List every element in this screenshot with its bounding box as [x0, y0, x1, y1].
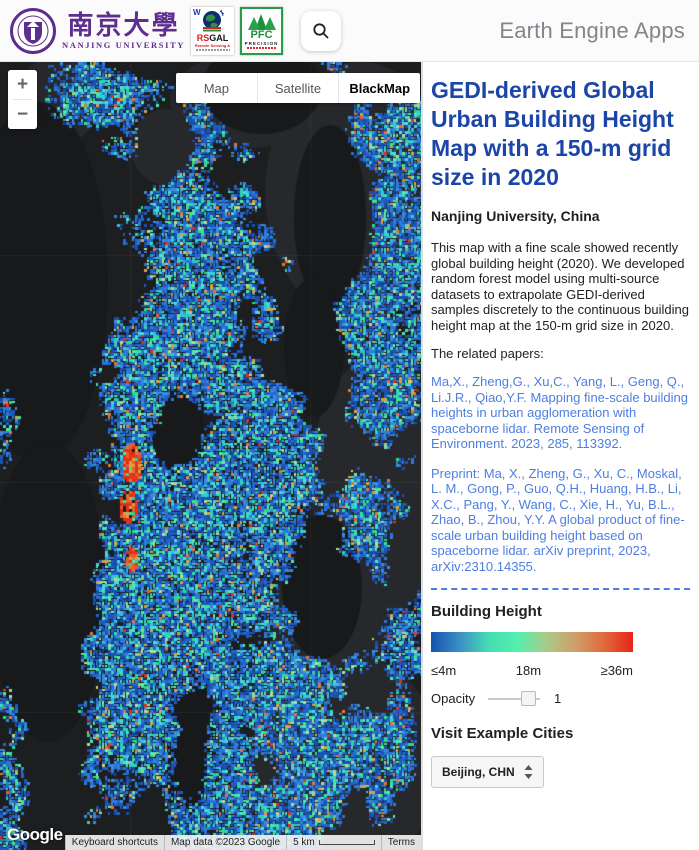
- cities-heading: Visit Example Cities: [431, 725, 574, 742]
- pfc-fineprint-bar: [246, 46, 277, 49]
- rsgal-wordmark: RSGAL: [197, 33, 229, 43]
- scale-control: 5 km: [286, 835, 381, 850]
- search-icon: [313, 22, 329, 39]
- side-panel: GEDI-derived Global Urban Building Heigh…: [421, 62, 699, 850]
- description-text: This map with a fine scale showed recent…: [431, 240, 689, 333]
- rsgal-fineprint-bar: [195, 48, 230, 51]
- google-logo: Google: [7, 825, 63, 844]
- nju-wordmark: 南京大學 NANJING UNIVERSITY: [62, 10, 186, 50]
- map-type-satellite-button[interactable]: Satellite: [257, 73, 340, 103]
- map-viewport[interactable]: + − Map Satellite BlackMap Google Keyboa…: [0, 62, 421, 850]
- rsgal-gal: GAL: [209, 32, 229, 43]
- logo-group: 南京大學 NANJING UNIVERSITY W RSGAL Remote S…: [10, 6, 284, 55]
- pfc-wordmark: PFC: [250, 28, 273, 41]
- paper-link-2[interactable]: Preprint: Ma, X., Zheng, G., Xu, C., Mos…: [431, 465, 685, 574]
- map-type-map-button[interactable]: Map: [176, 73, 258, 103]
- zoom-out-button[interactable]: −: [8, 100, 37, 129]
- keyboard-shortcuts-button[interactable]: Keyboard shortcuts: [64, 835, 164, 850]
- pfc-subtitle: PRECISION: [244, 40, 279, 46]
- rsgal-logo: W RSGAL Remote Sensing &: [191, 6, 235, 55]
- opacity-value: 1: [554, 691, 562, 706]
- map-type-blackmap-button[interactable]: BlackMap: [339, 73, 420, 103]
- map-zoom-control: + −: [8, 70, 37, 129]
- rsgal-globe-icon: [202, 9, 224, 31]
- map-attribution-bar: Keyboard shortcuts Map data ©2023 Google…: [64, 835, 421, 850]
- legend-min-label: ≤4m: [431, 663, 457, 678]
- opacity-control: Opacity 1: [431, 690, 690, 706]
- nanjing-university-logo: 南京大學 NANJING UNIVERSITY: [10, 7, 186, 54]
- earth-engine-apps-brand: Earth Engine Apps: [499, 17, 685, 43]
- opacity-slider[interactable]: [488, 690, 540, 706]
- legend-heading: Building Height: [431, 603, 542, 620]
- opacity-slider-thumb[interactable]: [521, 690, 536, 706]
- city-select[interactable]: Beijing, CHN: [431, 756, 544, 788]
- pfc-trees-icon: [247, 13, 276, 30]
- map-canvas[interactable]: [0, 62, 421, 850]
- pfc-logo: PFC PRECISION: [240, 6, 284, 55]
- related-papers-label: The related papers:: [431, 346, 544, 361]
- scale-label: 5 km: [293, 837, 315, 848]
- dashed-divider: [431, 588, 690, 590]
- search-button[interactable]: [301, 10, 342, 51]
- nju-seal-icon: [10, 7, 56, 54]
- legend-mid-label: 18m: [515, 663, 542, 678]
- paper-link-1[interactable]: Ma,X., Zheng,G., Xu,C., Yang, L., Geng, …: [431, 374, 689, 451]
- map-data-attribution: Map data ©2023 Google: [163, 835, 287, 850]
- rsgal-rs: RS: [196, 32, 210, 43]
- zoom-in-button[interactable]: +: [8, 70, 37, 99]
- rsgal-w-mark: W: [193, 7, 201, 17]
- nju-english-name: NANJING UNIVERSITY: [62, 39, 186, 50]
- opacity-label: Opacity: [431, 691, 476, 706]
- zoom-divider: [13, 99, 32, 100]
- map-type-bar: Map Satellite BlackMap: [176, 73, 420, 103]
- page-subtitle: Nanjing University, China: [431, 208, 600, 224]
- rsgal-subtitle: Remote Sensing &: [194, 42, 231, 48]
- page-title: GEDI-derived Global Urban Building Heigh…: [431, 77, 674, 190]
- scale-bracket: [318, 840, 375, 845]
- nju-chinese-name: 南京大學: [67, 10, 180, 40]
- select-arrows-icon: [524, 765, 533, 779]
- top-header: 南京大學 NANJING UNIVERSITY W RSGAL Remote S…: [0, 0, 699, 62]
- legend-labels: ≤4m 18m ≥36m: [431, 663, 633, 678]
- legend-gradient: [431, 632, 633, 652]
- legend-max-label: ≥36m: [600, 663, 633, 678]
- terms-link[interactable]: Terms: [380, 835, 421, 850]
- city-select-value: Beijing, CHN: [442, 765, 515, 779]
